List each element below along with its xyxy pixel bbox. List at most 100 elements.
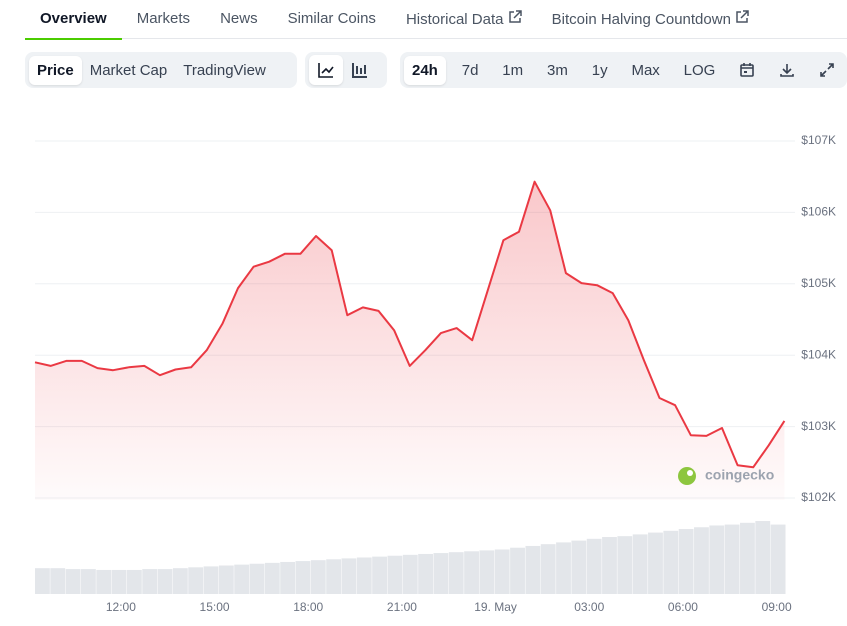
x-tick-label: 18:00 (293, 600, 323, 614)
volume-bar (402, 554, 418, 594)
volume-bar (203, 566, 219, 594)
volume-bar (740, 522, 755, 594)
volume-bar (157, 569, 173, 594)
y-tick-label: $102K (801, 490, 836, 504)
volume-bar (35, 568, 50, 594)
volume-bar (372, 556, 388, 594)
mode-group: Price Market Cap TradingView (25, 52, 297, 88)
volume-bar (280, 561, 296, 594)
volume-bar (494, 549, 510, 594)
volume-bar (188, 567, 204, 594)
y-tick-label: $105K (801, 276, 836, 290)
volume-bar (50, 568, 66, 594)
volume-bar (464, 551, 479, 594)
volume-bar (172, 568, 188, 594)
y-tick-label: $104K (801, 347, 836, 361)
y-tick-label: $106K (801, 205, 836, 219)
mode-button[interactable]: Market Cap (89, 61, 168, 79)
x-tick-label: 21:00 (387, 600, 417, 614)
volume-bar (387, 555, 403, 594)
tab-label: Bitcoin Halving Countdown (551, 11, 731, 28)
volume-bar (540, 544, 556, 594)
volume-bar (648, 532, 663, 594)
volume-bar (663, 530, 679, 594)
range-button[interactable]: 1m (502, 61, 524, 79)
candle-icon (352, 63, 367, 78)
volume-bar (448, 552, 464, 594)
tab[interactable]: News (220, 10, 258, 27)
mode-button[interactable]: Price (29, 55, 82, 85)
x-tick-label: 12:00 (106, 600, 136, 614)
x-tick-label: 19. May (474, 600, 517, 614)
tab[interactable]: Overview (25, 0, 122, 40)
watermark: coingecko (678, 467, 774, 485)
x-tick-label: 06:00 (668, 600, 698, 614)
volume-bar (586, 538, 602, 594)
external-icon (508, 10, 522, 23)
tab[interactable]: Historical Data (391, 0, 537, 38)
tab-label: Historical Data (405, 11, 504, 28)
volume-bar (65, 569, 81, 594)
external-icon (736, 10, 749, 23)
calendar-button[interactable] (731, 56, 763, 84)
volume-bar (418, 553, 433, 594)
style-group (305, 52, 387, 88)
volume-bar (295, 561, 311, 594)
volume-bar (341, 558, 357, 594)
watermark-text: coingecko (705, 467, 774, 483)
candle-style-button[interactable] (343, 55, 377, 85)
range-button[interactable]: 7d (461, 61, 479, 79)
volume-bar (310, 560, 326, 594)
watermark-eye (687, 470, 693, 476)
y-tick-label: $103K (801, 419, 836, 433)
calendar-icon (740, 63, 755, 77)
volume-bar (525, 545, 541, 594)
volume-bar (96, 569, 112, 594)
volume-bar (602, 537, 617, 594)
volume-bar (617, 536, 633, 594)
volume-bar (510, 547, 525, 594)
volume-bar (111, 569, 127, 594)
x-tick-label: 15:00 (200, 600, 230, 614)
volume-bar (632, 534, 648, 594)
volume-bar (234, 564, 250, 594)
tab[interactable]: Bitcoin Halving Countdown (537, 0, 764, 38)
volume-bar (433, 553, 449, 594)
volume-bar (126, 569, 142, 594)
tab[interactable]: Markets (136, 10, 191, 27)
expand-icon (820, 63, 834, 77)
volume-bar (694, 527, 709, 594)
range-button[interactable]: 1y (591, 61, 608, 79)
volume-bar (249, 563, 265, 594)
volume-bar (571, 540, 587, 594)
range-button[interactable]: 24h (404, 55, 446, 85)
volume-bar (326, 559, 342, 594)
price-line (34, 180, 786, 469)
fullscreen-button[interactable] (811, 56, 843, 84)
volume-bar (709, 525, 725, 594)
volume-bar (264, 562, 280, 594)
tab[interactable]: Similar Coins (287, 10, 376, 27)
volume-bar (479, 550, 495, 594)
volume-bar (218, 565, 234, 594)
watermark-logo (678, 467, 696, 485)
y-tick-label: $107K (801, 133, 836, 147)
volume-bar (724, 524, 740, 594)
tab-bar: Overview Markets News Similar Coins Hist… (25, 0, 847, 40)
price-area (35, 181, 785, 500)
x-tick-label: 09:00 (762, 600, 792, 614)
range-button[interactable]: 3m (547, 61, 568, 79)
line-style-button[interactable] (309, 55, 343, 85)
line-icon (318, 63, 334, 78)
x-tick-label: 03:00 (574, 600, 604, 614)
volume-bar (556, 542, 571, 594)
mode-button[interactable]: TradingView (183, 61, 266, 79)
download-button[interactable] (771, 56, 803, 84)
log-button[interactable]: LOG (683, 61, 716, 79)
range-button[interactable]: Max (631, 61, 660, 79)
volume-bar (770, 524, 786, 594)
volume-bar (755, 521, 771, 594)
volume-bar (142, 569, 158, 594)
